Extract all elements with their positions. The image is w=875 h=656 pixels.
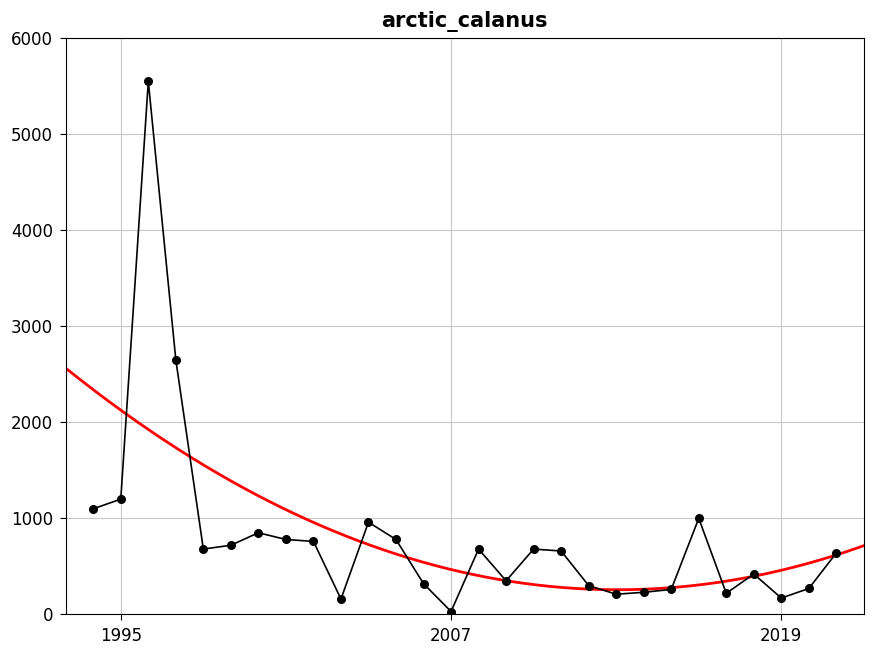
Title: arctic_calanus: arctic_calanus [382, 11, 548, 32]
